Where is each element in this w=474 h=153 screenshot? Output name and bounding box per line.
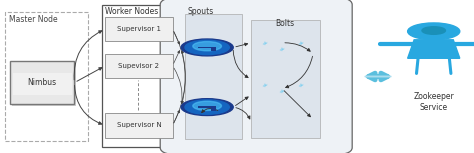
FancyBboxPatch shape [5,12,88,141]
Text: Master Node: Master Node [9,15,57,24]
FancyBboxPatch shape [160,0,352,153]
Text: Spouts: Spouts [187,7,213,16]
Text: ≁: ≁ [277,44,287,54]
FancyBboxPatch shape [198,106,216,108]
Polygon shape [408,40,460,58]
Text: ≁: ≁ [260,80,269,91]
FancyBboxPatch shape [210,107,216,111]
Circle shape [181,39,233,56]
Text: Supevisor 2: Supevisor 2 [118,63,159,69]
Text: ≁: ≁ [260,37,269,48]
Text: Supervisor N: Supervisor N [117,122,161,129]
Text: Bolts: Bolts [275,19,294,28]
Text: Supervisor 1: Supervisor 1 [117,26,161,32]
Circle shape [193,101,221,110]
FancyBboxPatch shape [105,54,173,78]
Text: ≁: ≁ [277,86,287,97]
FancyBboxPatch shape [210,47,216,51]
FancyBboxPatch shape [251,20,320,138]
FancyBboxPatch shape [12,63,76,106]
Text: Nimbus: Nimbus [27,78,57,87]
FancyBboxPatch shape [105,17,173,41]
FancyBboxPatch shape [10,61,74,104]
FancyBboxPatch shape [13,73,72,95]
Text: ≁: ≁ [296,37,306,48]
Text: ≁: ≁ [296,80,306,91]
FancyBboxPatch shape [185,14,242,139]
Circle shape [185,40,229,55]
Circle shape [408,23,460,40]
Text: Worker Nodes: Worker Nodes [105,7,158,16]
Circle shape [193,42,221,51]
FancyBboxPatch shape [198,47,216,48]
Circle shape [185,100,229,114]
Circle shape [181,99,233,116]
FancyBboxPatch shape [102,5,175,147]
Circle shape [422,27,446,34]
Text: Zookeeper
Service: Zookeeper Service [413,92,454,112]
FancyBboxPatch shape [105,113,173,138]
